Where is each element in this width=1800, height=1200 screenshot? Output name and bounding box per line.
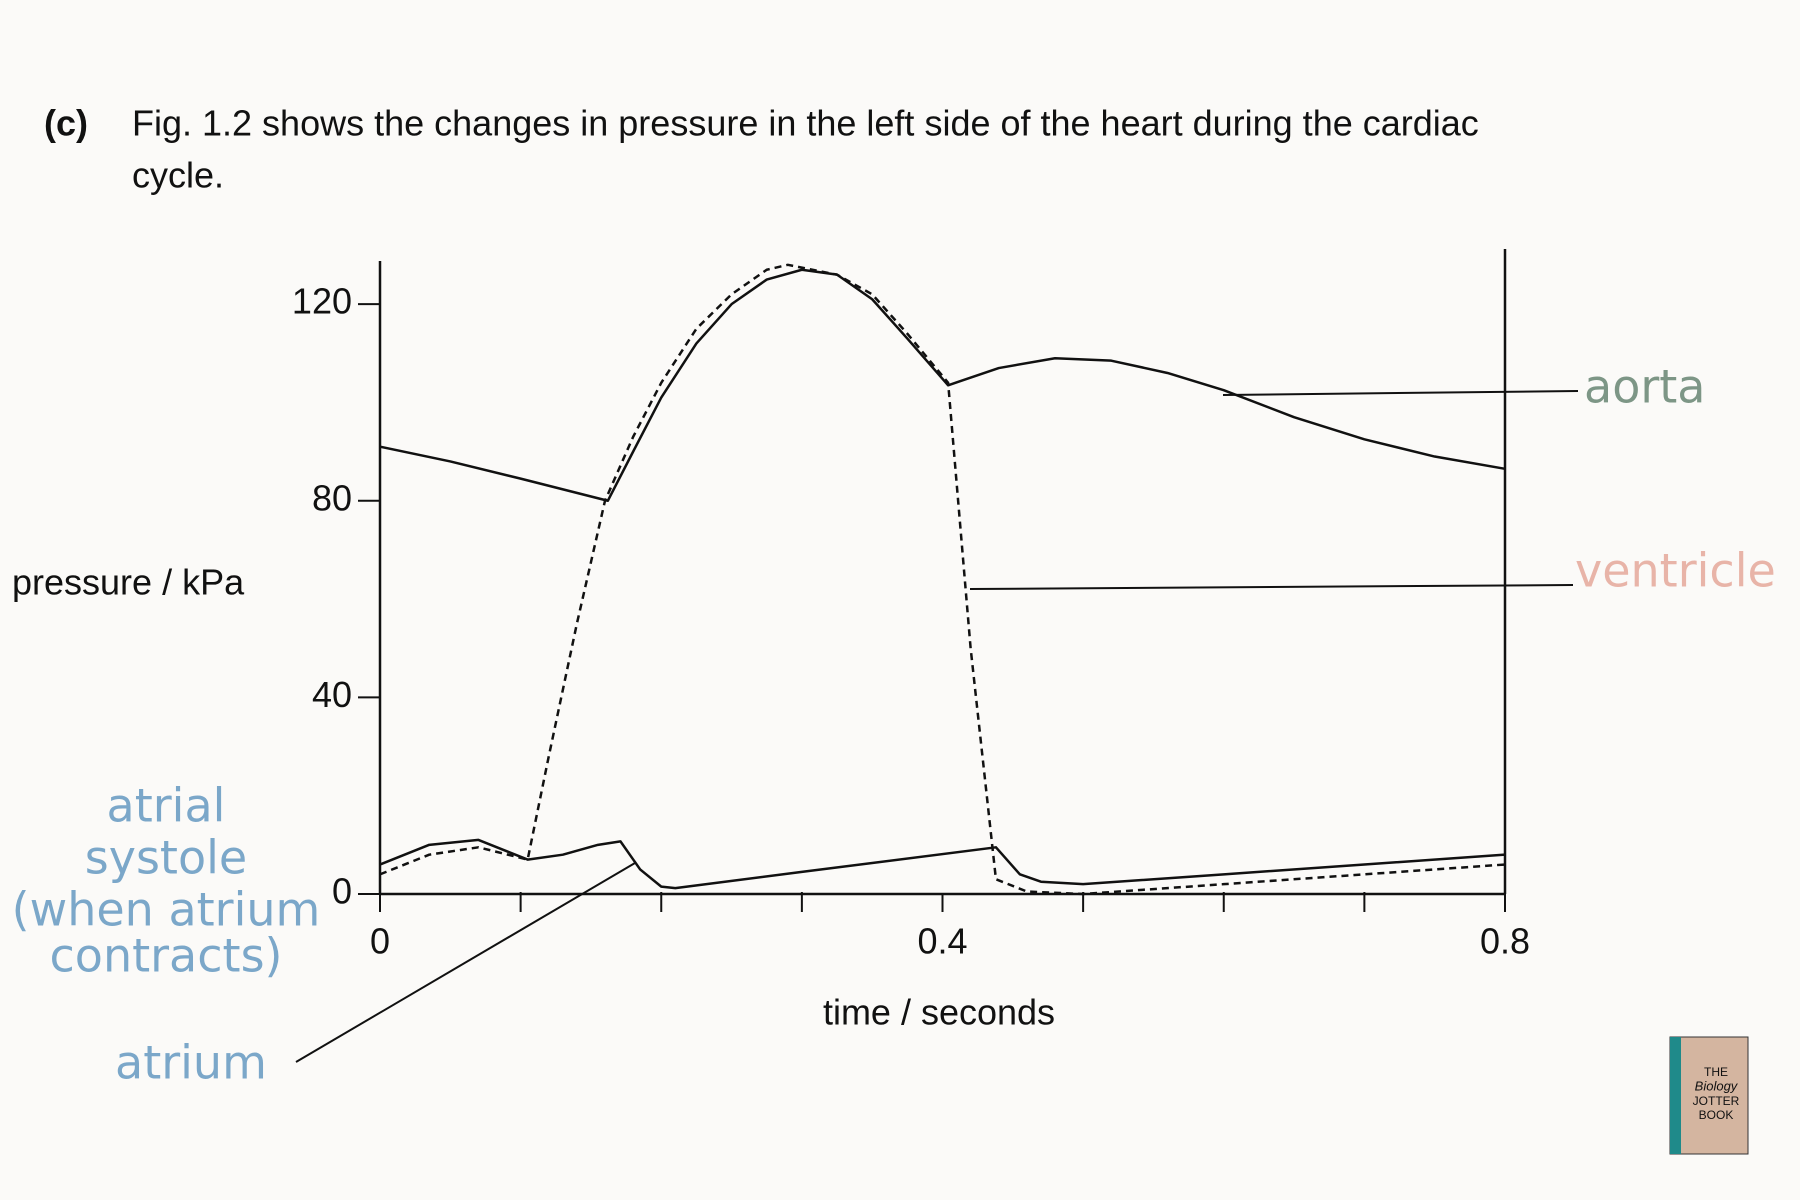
logo-text: THE bbox=[1704, 1065, 1728, 1079]
annotation: (when atrium bbox=[12, 883, 321, 937]
annotation: atrial bbox=[107, 779, 226, 833]
series-line bbox=[379, 263, 1506, 896]
x-tick-label: 0.4 bbox=[917, 921, 967, 962]
question-text: cycle. bbox=[132, 155, 224, 196]
annotation: systole bbox=[85, 831, 247, 885]
question-text: Fig. 1.2 shows the changes in pressure i… bbox=[132, 103, 1479, 144]
y-tick-label: 120 bbox=[292, 281, 352, 322]
y-axis-label: pressure / kPa bbox=[12, 562, 245, 603]
logo: THE Biology JOTTER BOOK bbox=[1669, 1036, 1749, 1155]
series-label: ventricle bbox=[1575, 544, 1776, 598]
question-label: (c) bbox=[44, 103, 88, 144]
logo-spine bbox=[1670, 1037, 1681, 1154]
y-tick-label: 80 bbox=[312, 477, 352, 518]
leader-line bbox=[969, 584, 1574, 590]
leader-line bbox=[295, 862, 636, 1063]
y-tick-label: 0 bbox=[332, 871, 352, 912]
series-label: aorta bbox=[1584, 360, 1705, 414]
leader-line bbox=[1222, 390, 1579, 396]
x-axis-label: time / seconds bbox=[823, 992, 1055, 1033]
annotation: contracts) bbox=[50, 929, 283, 983]
logo-text: JOTTER bbox=[1693, 1094, 1740, 1108]
y-tick-label: 40 bbox=[312, 674, 352, 715]
series-line bbox=[379, 268, 1506, 503]
x-tick-label: 0.8 bbox=[1480, 921, 1530, 962]
logo-cover bbox=[1669, 1036, 1749, 1155]
logo-text: Biology bbox=[1695, 1078, 1739, 1093]
x-tick-label: 0 bbox=[370, 921, 390, 962]
series-line bbox=[379, 838, 1506, 890]
logo-text: BOOK bbox=[1699, 1108, 1734, 1122]
series-label: atrium bbox=[115, 1036, 267, 1090]
